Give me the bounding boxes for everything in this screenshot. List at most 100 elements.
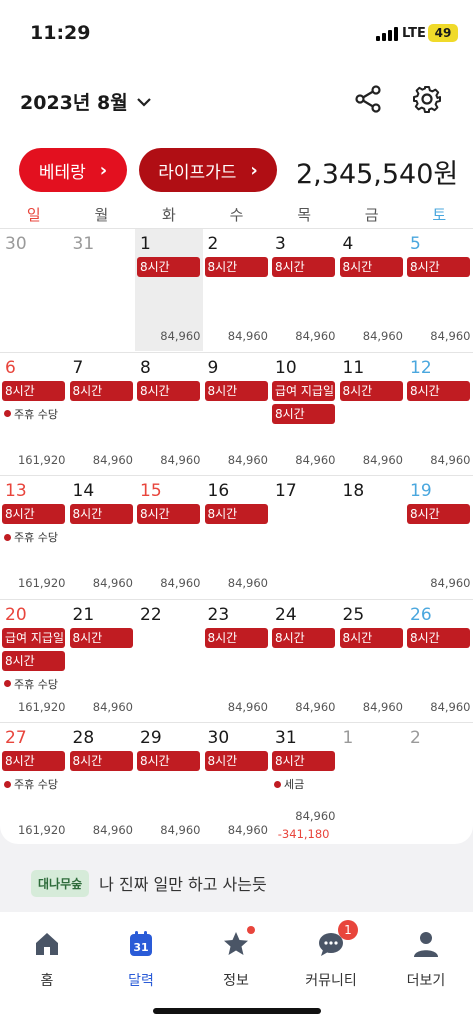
shift-event[interactable]: 8시간	[272, 751, 335, 771]
day-number: 1	[140, 234, 151, 254]
shift-event[interactable]: 8시간	[2, 751, 65, 771]
shift-event[interactable]: 8시간	[272, 627, 335, 648]
shift-event[interactable]: 급여 지급일	[2, 627, 65, 648]
shift-event[interactable]: 8시간	[339, 257, 403, 277]
day-cell[interactable]: 8 8시간 84,960	[135, 353, 203, 475]
day-cell[interactable]: 22	[135, 600, 203, 722]
shift-event[interactable]: 8시간	[272, 257, 335, 277]
status-bar: 11:29 LTE 49	[0, 0, 473, 64]
shift-event[interactable]: 8시간	[137, 380, 200, 401]
veteran-button[interactable]: 베테랑 ›	[19, 148, 127, 192]
chat-bubble-icon	[319, 933, 343, 956]
tab-calendar[interactable]: 31 달력	[94, 926, 188, 989]
day-number: 8	[140, 357, 151, 378]
day-cell[interactable]: 30 8시간 84,960	[203, 723, 271, 845]
shift-event[interactable]: 8시간	[339, 627, 403, 648]
shift-event[interactable]: 8시간	[69, 504, 133, 524]
day-cell[interactable]: 4 8시간 84,960	[338, 229, 406, 351]
tab-info[interactable]: 정보	[189, 926, 283, 989]
day-number: 17	[275, 481, 297, 501]
day-cell[interactable]: 27 8시간 주휴 수당 161,920	[0, 723, 68, 845]
calendar-week: 27 8시간 주휴 수당 161,920 28 8시간 84,960 29 8시간 84,960 3…	[0, 722, 473, 845]
day-cell[interactable]: 20 급여 지급일 8시간 주휴 수당 161,920	[0, 600, 68, 722]
day-number: 30	[5, 234, 27, 254]
tab-more[interactable]: 더보기	[379, 926, 473, 989]
day-number: 12	[410, 357, 432, 378]
day-cell[interactable]: 7 8시간 84,960	[68, 353, 136, 475]
day-note: 주휴 수당	[4, 529, 58, 545]
day-cell[interactable]: 9 8시간 84,960	[203, 353, 271, 475]
day-cell[interactable]: 31 8시간 세금 84,960 -341,180	[270, 723, 338, 845]
day-cell[interactable]: 21 8시간 84,960	[68, 600, 136, 722]
shift-event[interactable]: 8시간	[69, 380, 133, 401]
day-number: 4	[342, 234, 354, 254]
day-cell[interactable]: 29 8시간 84,960	[135, 723, 203, 845]
day-cell[interactable]: 11 8시간 84,960	[338, 353, 406, 475]
day-cell[interactable]: 10 급여 지급일 8시간 84,960	[270, 353, 338, 475]
day-number: 25	[342, 604, 365, 625]
day-cell[interactable]: 19 8시간 84,960	[405, 476, 473, 598]
shift-event[interactable]: 8시간	[2, 650, 65, 671]
day-number: 14	[72, 481, 95, 501]
shift-event[interactable]: 8시간	[69, 627, 133, 648]
shift-event[interactable]: 8시간	[137, 504, 200, 524]
home-indicator	[153, 1008, 321, 1014]
shift-event[interactable]: 8시간	[204, 627, 268, 648]
shift-event[interactable]: 급여 지급일	[272, 380, 335, 401]
tab-home[interactable]: 홈	[0, 926, 94, 989]
day-amount: 84,960	[295, 809, 336, 823]
shift-event[interactable]: 8시간	[204, 257, 268, 277]
day-number: 9	[207, 357, 219, 378]
chevron-down-icon	[136, 97, 151, 107]
day-cell[interactable]: 16 8시간 84,960	[203, 476, 271, 598]
lifeguard-button[interactable]: 라이프가드 ›	[139, 148, 277, 192]
shift-event[interactable]: 8시간	[407, 257, 470, 277]
day-cell[interactable]: 23 8시간 84,960	[203, 600, 271, 722]
shift-event[interactable]: 8시간	[204, 504, 268, 524]
month-selector[interactable]: 2023년 8월	[20, 88, 152, 115]
day-cell[interactable]: 6 8시간 주휴 수당 161,920	[0, 353, 68, 475]
shift-event[interactable]: 8시간	[407, 380, 470, 401]
shift-event[interactable]: 8시간	[137, 257, 200, 277]
day-cell[interactable]: 25 8시간 84,960	[338, 600, 406, 722]
note-dot-icon	[4, 533, 11, 541]
day-number: 26	[410, 604, 432, 625]
day-cell[interactable]: 1	[338, 723, 406, 845]
shift-event[interactable]: 8시간	[69, 751, 133, 771]
share-icon[interactable]	[354, 84, 382, 114]
day-cell[interactable]: 18	[338, 476, 406, 598]
day-cell[interactable]: 26 8시간 84,960	[405, 600, 473, 722]
shift-event[interactable]: 8시간	[2, 504, 65, 524]
day-cell[interactable]: 2	[405, 723, 473, 845]
day-cell[interactable]: 13 8시간 주휴 수당 161,920	[0, 476, 68, 598]
note-dot-icon	[4, 680, 11, 687]
shift-event[interactable]: 8시간	[2, 380, 65, 401]
day-cell[interactable]: 14 8시간 84,960	[68, 476, 136, 598]
day-cell[interactable]: 30	[0, 229, 68, 351]
shift-event[interactable]: 8시간	[339, 380, 403, 401]
day-number: 15	[140, 481, 162, 501]
shift-event[interactable]: 8시간	[407, 504, 470, 524]
gear-icon[interactable]	[412, 84, 442, 114]
day-cell[interactable]: 28 8시간 84,960	[68, 723, 136, 845]
day-cell[interactable]: 31	[68, 229, 136, 351]
day-cell[interactable]: 12 8시간 84,960	[405, 353, 473, 475]
star-icon	[224, 932, 248, 955]
day-amount: 84,960	[295, 329, 336, 343]
tab-community[interactable]: 1 커뮤니티	[284, 920, 378, 989]
shift-event[interactable]: 8시간	[137, 751, 200, 771]
day-cell[interactable]: 2 8시간 84,960	[203, 229, 271, 351]
shift-event[interactable]: 8시간	[204, 380, 268, 401]
shift-event[interactable]: 8시간	[204, 751, 268, 771]
day-cell[interactable]: 17	[270, 476, 338, 598]
community-banner[interactable]: 대나무숲 나 진짜 일만 하고 사는듯	[0, 858, 473, 908]
day-amount: 84,960	[295, 452, 336, 467]
day-cell[interactable]: 15 8시간 84,960	[135, 476, 203, 598]
day-amount: 84,960	[430, 699, 471, 714]
day-cell[interactable]: 5 8시간 84,960	[405, 229, 473, 351]
day-cell[interactable]: 1 8시간 84,960	[135, 229, 203, 351]
day-cell[interactable]: 3 8시간 84,960	[270, 229, 338, 351]
day-cell[interactable]: 24 8시간 84,960	[270, 600, 338, 722]
shift-event[interactable]: 8시간	[407, 627, 470, 648]
shift-event[interactable]: 8시간	[272, 403, 335, 424]
